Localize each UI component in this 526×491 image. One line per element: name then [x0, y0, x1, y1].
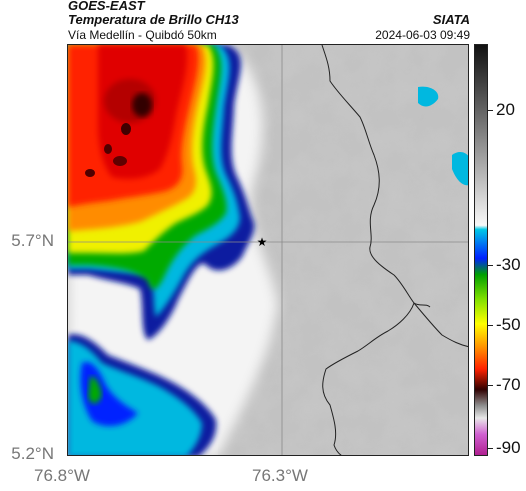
colorbar-gradient	[475, 45, 487, 455]
map-frame[interactable]: ★	[67, 44, 469, 456]
colorbar-label-minus50: -50	[496, 315, 521, 334]
convective-cloud-north	[68, 45, 255, 340]
colorbar-tick-20	[488, 110, 493, 111]
convective-cloud-south	[68, 334, 217, 455]
satellite-title: GOES-EAST	[68, 0, 145, 13]
colorbar-tick-minus70	[488, 385, 493, 386]
colorbar-tick-minus30	[488, 265, 493, 266]
star-marker: ★	[257, 235, 268, 249]
boundary-line-east	[413, 302, 468, 348]
lat-label-5.2: 5.2°N	[11, 444, 54, 463]
colorbar	[474, 44, 488, 456]
colorbar-label-minus30: -30	[496, 255, 521, 274]
lon-label-76.8: 76.8°W	[34, 466, 90, 485]
boundary-line-north	[321, 45, 431, 308]
boundary-line-south	[322, 302, 415, 455]
colorbar-label-minus70: -70	[496, 375, 521, 394]
lat-label-5.7: 5.7°N	[11, 231, 54, 250]
header: GOES-EAST Temperatura de Brillo CH13 Vía…	[0, 0, 526, 44]
cloud-cell-ne-1	[418, 86, 439, 107]
colorbar-label-20: 20	[496, 100, 515, 119]
route-subtitle: Vía Medellín - Quibdó 50km	[68, 28, 217, 42]
datetime-label: 2024-06-03 09:49	[375, 28, 470, 42]
colorbar-tick-minus50	[488, 325, 493, 326]
colorbar-tick-minus90	[488, 448, 493, 449]
lon-label-76.3: 76.3°W	[252, 466, 308, 485]
agency-label: SIATA	[432, 12, 470, 27]
cloud-cell-ne-2	[452, 152, 468, 186]
map-canvas: ★	[68, 45, 468, 455]
colorbar-label-minus90: -90	[496, 438, 521, 457]
product-title: Temperatura de Brillo CH13	[68, 12, 239, 27]
